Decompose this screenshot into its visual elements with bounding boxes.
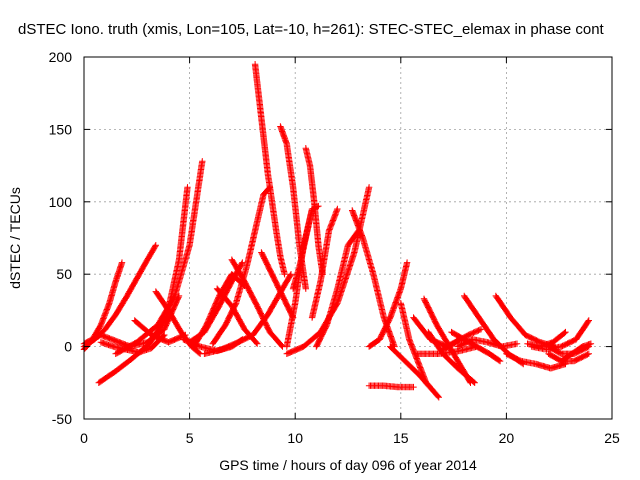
series-markers: [558, 340, 595, 365]
x-tick-label: 25: [604, 430, 620, 446]
data-series: [308, 205, 341, 321]
data-series: [492, 292, 559, 350]
series-markers: [503, 350, 569, 372]
axis-ticks: 0 5 10 15 20 25 -50 0 50 100 150 200: [49, 49, 620, 446]
series-markers: [190, 271, 248, 350]
y-tick-label: 200: [49, 49, 73, 65]
y-tick-label: 50: [56, 266, 72, 282]
series-markers: [289, 205, 316, 292]
x-axis-label: GPS time / hours of day 096 of year 2014: [219, 457, 477, 473]
y-tick-label: 150: [49, 121, 73, 137]
series-markers: [258, 249, 297, 321]
series-markers: [349, 207, 398, 350]
grid-lines: [84, 57, 612, 419]
data-series: [414, 343, 480, 357]
series-markers: [112, 158, 206, 357]
x-tick-label: 20: [499, 430, 515, 446]
data-series: [387, 343, 442, 401]
data-series: [365, 259, 411, 350]
data-series: [190, 271, 248, 350]
data-series: [112, 158, 206, 357]
x-tick-label: 10: [287, 430, 303, 446]
data-series: [228, 256, 286, 350]
series-markers: [365, 382, 417, 391]
x-tick-label: 5: [186, 430, 194, 446]
series-markers: [251, 61, 288, 278]
chart-title: dSTEC Iono. truth (xmis, Lon=105, Lat=-1…: [18, 21, 605, 38]
data-series: [365, 382, 417, 391]
data-series: [349, 207, 398, 350]
series-markers: [131, 317, 189, 346]
data-series: [503, 350, 569, 372]
series-markers: [313, 227, 362, 350]
y-tick-label: 0: [64, 339, 72, 355]
data-series: [289, 205, 316, 292]
x-tick-label: 0: [80, 430, 88, 446]
y-axis-label: dSTEC / TECUs: [7, 187, 23, 289]
series-markers: [308, 205, 341, 321]
data-series: [313, 227, 362, 350]
data-series: [258, 249, 297, 321]
series-markers: [492, 292, 559, 350]
x-tick-label: 15: [393, 430, 409, 446]
data-series: [558, 340, 595, 365]
data-markers: [80, 61, 595, 401]
data-series: [251, 61, 288, 278]
series-markers: [302, 145, 326, 278]
data-series: [131, 317, 189, 346]
series-markers: [414, 343, 480, 357]
y-tick-label: -50: [52, 411, 72, 427]
data-series: [302, 145, 326, 278]
y-tick-label: 100: [49, 194, 73, 210]
series-markers: [365, 259, 411, 350]
series-markers: [387, 343, 442, 401]
plot-frame: [83, 56, 613, 420]
series-markers: [228, 256, 286, 350]
